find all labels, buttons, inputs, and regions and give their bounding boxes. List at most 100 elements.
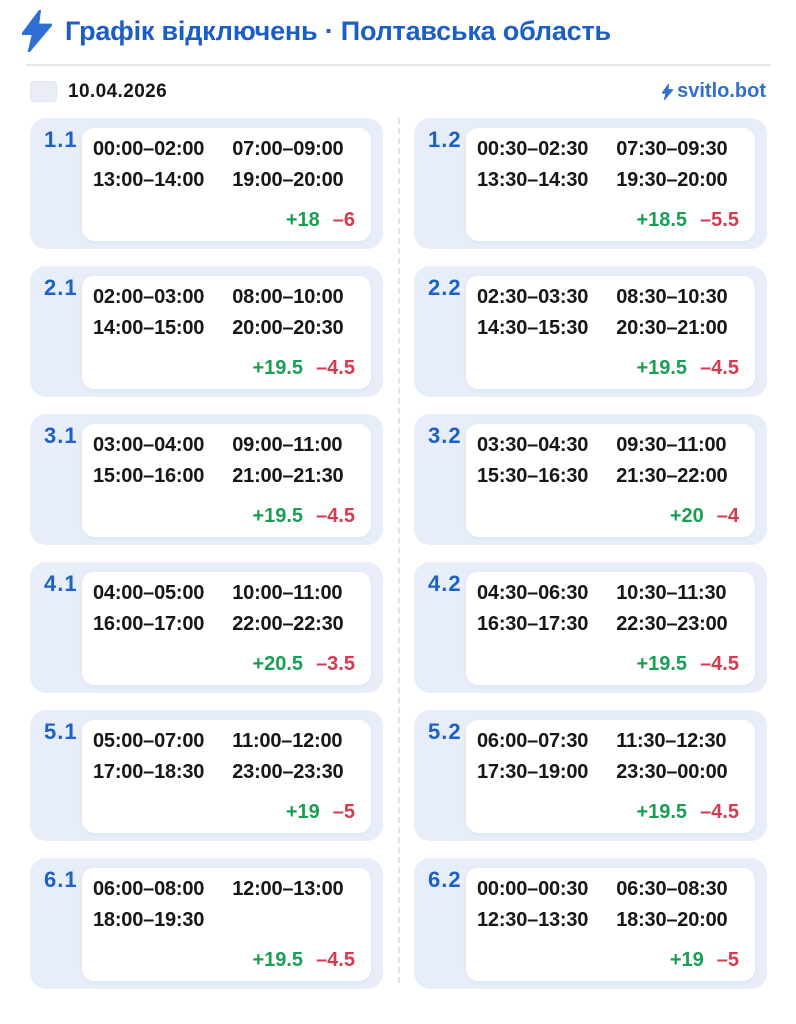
time-range: 19:30–20:00	[616, 169, 728, 191]
time-range: 00:00–02:00	[93, 138, 205, 160]
outage-times: 02:30–03:30 08:30–10:30 14:30–15:30 20:30–2…	[477, 282, 743, 344]
time-range: 10:30–11:30	[616, 582, 727, 604]
hours-summary: +19.5 –4.5	[93, 357, 359, 383]
outage-times: 05:00–07:00 11:00–12:00 17:00–18:30 23:00–2…	[93, 726, 359, 788]
hours-off-value: –4	[716, 505, 739, 527]
time-range: 18:00–19:30	[93, 909, 205, 931]
time-range: 21:00–21:30	[232, 465, 344, 487]
group-label: 4.1	[44, 571, 78, 596]
outage-times: 03:00–04:00 09:00–11:00 15:00–16:00 21:00–2…	[93, 430, 359, 492]
group-card-1.1: 1.1 00:00–02:00 07:00–09:00 13:00–14:00 19:…	[30, 118, 383, 249]
hours-summary: +19.5 –4.5	[477, 653, 743, 679]
hours-off-value: –4.5	[700, 801, 739, 823]
hours-summary: +18 –6	[93, 209, 359, 235]
time-range: 20:00–20:30	[232, 317, 344, 339]
hours-summary: +19 –5	[477, 949, 743, 975]
hours-off-value: –4.5	[316, 357, 355, 379]
hours-off-value: –4.5	[700, 653, 739, 675]
time-range: 16:30–17:30	[477, 613, 589, 635]
hours-summary: +18.5 –5.5	[477, 209, 743, 235]
hours-on-value: +20	[669, 505, 704, 527]
time-range: 04:00–05:00	[93, 582, 205, 604]
outage-times: 04:00–05:00 10:00–11:00 16:00–17:00 22:00–2…	[93, 578, 359, 640]
time-range: 21:30–22:00	[616, 465, 728, 487]
time-range: 13:30–14:30	[477, 169, 589, 191]
hours-on-value: +19	[285, 801, 320, 823]
time-range: 00:00–00:30	[477, 878, 589, 900]
hours-off-value: –4.5	[316, 505, 355, 527]
time-range: 23:00–23:30	[232, 761, 344, 783]
hours-summary: +19 –5	[93, 801, 359, 827]
time-range: 10:00–11:00	[232, 582, 343, 604]
time-range: 11:30–12:30	[616, 730, 727, 752]
column-divider	[398, 118, 400, 983]
time-range: 03:30–04:30	[477, 434, 589, 456]
time-range: 02:30–03:30	[477, 286, 589, 308]
group-card-body: 03:00–04:00 09:00–11:00 15:00–16:00 21:00–2…	[82, 424, 371, 537]
hours-off-value: –5	[332, 801, 355, 823]
hours-summary: +20.5 –3.5	[93, 653, 359, 679]
date-group: 10.04.2026	[30, 81, 167, 103]
hours-off-value: –6	[332, 209, 355, 231]
hours-on-value: +19.5	[252, 505, 304, 527]
time-range: 17:00–18:30	[93, 761, 205, 783]
outage-times: 04:30–06:30 10:30–11:30 16:30–17:30 22:30–2…	[477, 578, 743, 640]
group-card-body: 05:00–07:00 11:00–12:00 17:00–18:30 23:00–2…	[82, 720, 371, 833]
hours-on-value: +19.5	[252, 949, 304, 971]
time-range: 12:00–13:00	[232, 878, 344, 900]
time-range: 08:00–10:00	[232, 286, 344, 308]
brand-bolt-icon	[662, 83, 674, 100]
hours-summary: +20 –4	[477, 505, 743, 531]
group-card-body: 06:00–07:30 11:30–12:30 17:30–19:00 23:30–0…	[466, 720, 755, 833]
group-label: 2.1	[44, 275, 78, 300]
time-range: 08:30–10:30	[616, 286, 728, 308]
group-label: 3.2	[428, 423, 462, 448]
outage-times: 02:00–03:00 08:00–10:00 14:00–15:00 20:00–2…	[93, 282, 359, 344]
time-range: 11:00–12:00	[232, 730, 343, 752]
time-range: 06:00–08:00	[93, 878, 205, 900]
group-label: 1.2	[428, 127, 462, 152]
group-card-body: 02:30–03:30 08:30–10:30 14:30–15:30 20:30–2…	[466, 276, 755, 389]
group-card-3.2: 3.2 03:30–04:30 09:30–11:00 15:30–16:30 21:…	[414, 414, 767, 545]
time-range: 09:30–11:00	[616, 434, 727, 456]
group-card-body: 00:30–02:30 07:30–09:30 13:30–14:30 19:30–2…	[466, 128, 755, 241]
calendar-icon	[30, 81, 57, 102]
time-range: 22:00–22:30	[232, 613, 344, 635]
hours-off-value: –5.5	[700, 209, 739, 231]
group-card-2.2: 2.2 02:30–03:30 08:30–10:30 14:30–15:30 20:…	[414, 266, 767, 397]
header-divider	[26, 64, 771, 66]
hours-off-value: –4.5	[316, 949, 355, 971]
time-range: 20:30–21:00	[616, 317, 728, 339]
group-card-2.1: 2.1 02:00–03:00 08:00–10:00 14:00–15:00 20:…	[30, 266, 383, 397]
hours-on-value: +20.5	[252, 653, 304, 675]
group-card-3.1: 3.1 03:00–04:00 09:00–11:00 15:00–16:00 21:…	[30, 414, 383, 545]
outage-times: 00:00–02:00 07:00–09:00 13:00–14:00 19:00–2…	[93, 134, 359, 196]
group-label: 1.1	[44, 127, 78, 152]
time-range: 15:00–16:00	[93, 465, 205, 487]
lightning-bolt-icon	[22, 10, 52, 52]
hours-off-value: –4.5	[700, 357, 739, 379]
hours-summary: +19.5 –4.5	[93, 505, 359, 531]
group-label: 6.2	[428, 867, 462, 892]
header: Графік відключень · Полтавська область	[0, 0, 796, 52]
group-card-body: 04:00–05:00 10:00–11:00 16:00–17:00 22:00–2…	[82, 572, 371, 685]
group-card-5.1: 5.1 05:00–07:00 11:00–12:00 17:00–18:30 23:…	[30, 710, 383, 841]
time-range: 23:30–00:00	[616, 761, 728, 783]
group-label: 5.1	[44, 719, 78, 744]
group-label: 2.2	[428, 275, 462, 300]
brand-label: svitlo.bot	[677, 80, 766, 102]
brand: svitlo.bot	[662, 80, 766, 103]
time-range: 06:30–08:30	[616, 878, 728, 900]
group-card-body: 03:30–04:30 09:30–11:00 15:30–16:30 21:30–2…	[466, 424, 755, 537]
time-range: 19:00–20:00	[232, 169, 344, 191]
group-card-body: 06:00–08:00 12:00–13:00 18:00–19:30 +19.5 …	[82, 868, 371, 981]
group-card-body: 02:00–03:00 08:00–10:00 14:00–15:00 20:00–2…	[82, 276, 371, 389]
time-range: 00:30–02:30	[477, 138, 589, 160]
time-range: 07:30–09:30	[616, 138, 728, 160]
group-card-4.1: 4.1 04:00–05:00 10:00–11:00 16:00–17:00 22:…	[30, 562, 383, 693]
hours-summary: +19.5 –4.5	[93, 949, 359, 975]
hours-on-value: +19	[669, 949, 704, 971]
time-range: 14:00–15:00	[93, 317, 205, 339]
group-label: 3.1	[44, 423, 78, 448]
group-card-4.2: 4.2 04:30–06:30 10:30–11:30 16:30–17:30 22:…	[414, 562, 767, 693]
